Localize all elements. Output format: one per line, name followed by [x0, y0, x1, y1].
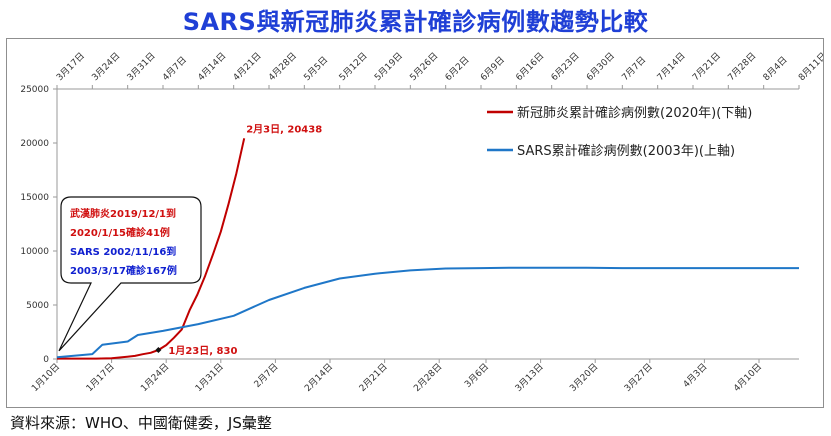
trend-chart: 0 5000 10000 15000 20000 25000 1月10日 1月17日 1月24日…	[20, 50, 823, 394]
x-top-tick-label: 3月31日	[125, 50, 158, 83]
callout-line: 2020/1/15確診41例	[70, 226, 170, 239]
callout-bubble	[58, 196, 202, 352]
x-top-tick-label: 5月12日	[337, 50, 370, 83]
x-bottom-tick-label: 1月17日	[84, 361, 117, 394]
x-top-tick-label: 4月28日	[266, 50, 299, 83]
x-top-tick-label: 6月23日	[549, 50, 582, 83]
legend-label: 新冠肺炎累計確診病例數(2020年)(下軸)	[517, 105, 752, 121]
y-tick-label: 0	[43, 355, 49, 365]
x-top-tick-label: 8月11日	[796, 50, 823, 83]
source-note: 資料來源：WHO、中國衛健委，JS彙整	[10, 414, 272, 432]
x-top-tick-label: 7月7日	[620, 55, 649, 84]
x-bottom-tick-label: 3月20日	[568, 361, 601, 394]
x-bottom-tick-label: 1月24日	[139, 361, 172, 394]
x-bottom-tick-label: 4月10日	[731, 361, 764, 394]
y-tick-label: 20000	[20, 139, 49, 149]
x-bottom-tick-label: 4月3日	[681, 361, 710, 390]
legend-label: SARS累計確診病例數(2003年)(上軸)	[517, 143, 735, 159]
x-top-tick-label: 5月26日	[408, 50, 441, 83]
x-bottom-tick-label: 3月13日	[513, 361, 546, 394]
x-top-tick-label: 5月5日	[302, 55, 331, 84]
callout-line: 2003/3/17確診167例	[70, 264, 177, 277]
x-top-tick-label: 8月4日	[761, 55, 790, 84]
x-bottom-tick-label: 1月31日	[193, 361, 226, 394]
x-top-tick-label: 6月9日	[478, 55, 507, 84]
x-top-tick-label: 5月19日	[372, 50, 405, 83]
annotation-marker	[155, 347, 162, 354]
x-top-tick-label: 7月28日	[726, 50, 759, 83]
x-bottom-tick-label: 2月28日	[412, 361, 445, 394]
annotation-point-label: 1月23日, 830	[168, 345, 237, 357]
y-tick-label: 25000	[20, 85, 49, 95]
chart-frame: 0 5000 10000 15000 20000 25000 1月10日 1月17日 1月24日…	[6, 38, 824, 408]
x-top-tick-label: 4月21日	[231, 50, 264, 83]
y-tick-label: 5000	[26, 301, 49, 311]
sars-series-line	[56, 266, 799, 359]
x-top-tick-label: 7月14日	[655, 50, 688, 83]
page-title: SARS與新冠肺炎累計確診病例數趨勢比較	[182, 8, 649, 36]
x-bottom-tick-label: 3月27日	[622, 361, 655, 394]
annotation-peak-label: 2月3日, 20438	[246, 123, 322, 135]
y-tick-label: 15000	[20, 193, 49, 203]
x-top-tick-label: 7月21日	[690, 50, 723, 83]
x-bottom-tick-label: 3月6日	[463, 361, 492, 390]
x-top-tick-label: 4月7日	[160, 55, 189, 84]
covid-series-line	[57, 138, 246, 360]
callout-line: 武漢肺炎2019/12/1到	[70, 207, 176, 220]
x-bottom-tick-label: 2月14日	[302, 361, 335, 394]
x-top-tick-label: 6月30日	[584, 50, 617, 83]
x-top-tick-label: 3月17日	[54, 50, 87, 83]
x-top-tick-label: 6月16日	[514, 50, 547, 83]
x-top-tick-label: 6月2日	[443, 55, 472, 84]
x-bottom-tick-label: 1月10日	[29, 361, 62, 394]
x-bottom-tick-label: 2月21日	[357, 361, 390, 394]
callout-line: SARS 2002/11/16到	[70, 245, 176, 258]
x-top-tick-label: 3月24日	[90, 50, 123, 83]
x-top-tick-label: 4月14日	[196, 50, 229, 83]
y-tick-label: 10000	[20, 247, 49, 257]
x-bottom-tick-label: 2月7日	[252, 361, 281, 390]
